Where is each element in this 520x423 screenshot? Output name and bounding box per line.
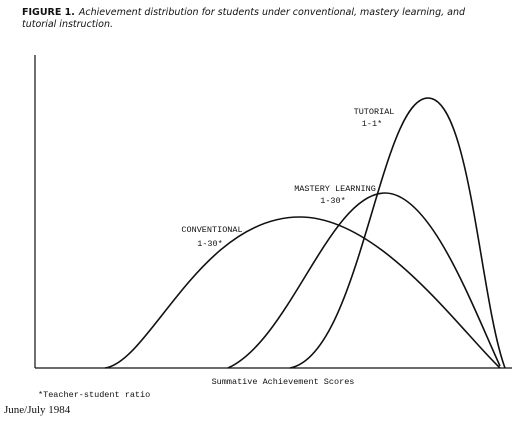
mastery-curve [227,192,501,369]
caption-text: Achievement distribution for students un… [22,7,466,30]
curve-ratio: 1-30* [197,239,223,249]
curve-label: TUTORIAL [354,107,395,117]
curve-label: MASTERY LEARNING [294,184,376,194]
curve-label: CONVENTIONAL [181,225,242,235]
issue-date: June/July 1984 [4,404,71,416]
curve-ratio: 1-30* [320,196,346,206]
conventional-curve [104,216,501,369]
curve-ratio: 1-1* [362,119,382,129]
footnote: *Teacher-student ratio [38,390,150,400]
figure-caption: FIGURE 1. Achievement distribution for st… [22,7,502,31]
x-axis-label: Summative Achievement Scores [212,377,355,387]
tutorial-curve [289,97,506,369]
caption-label: FIGURE 1. [22,7,75,18]
